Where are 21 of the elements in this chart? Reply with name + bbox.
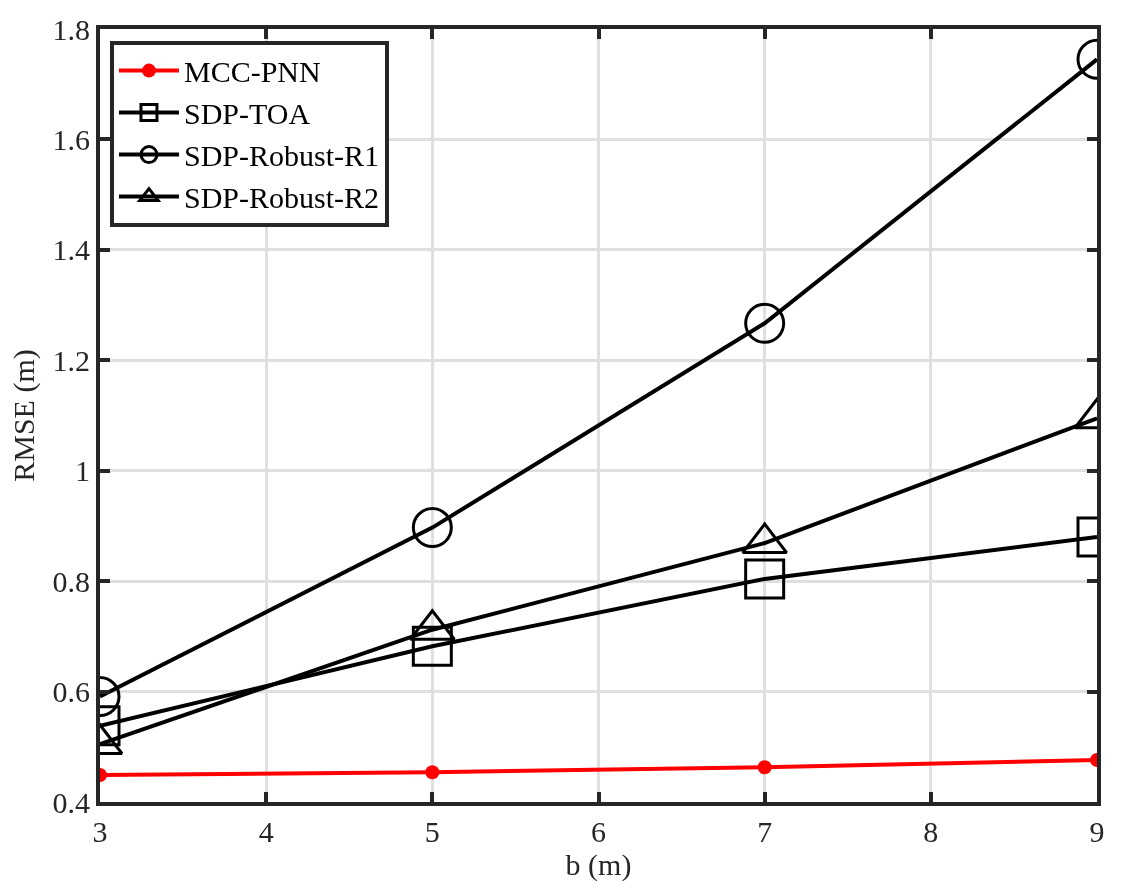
y-tick-label: 1.6 [52,122,90,156]
y-tick-label: 1.4 [52,233,90,267]
y-tick-label: 0.6 [52,675,90,709]
y-axis-title: RMSE (m) [7,349,41,482]
y-tick-label: 0.8 [52,564,90,598]
x-tick-label: 3 [92,815,108,848]
legend-label: SDP-Robust-R2 [183,181,380,215]
x-tick-label: 9 [1089,815,1105,848]
legend-label: SDP-Robust-R1 [183,139,380,173]
x-tick-label: 4 [258,815,274,848]
y-tick-label: 0.4 [52,785,90,819]
x-tick-label: 7 [757,815,773,848]
x-tick-label: 6 [591,815,606,848]
y-tick-label: 1.8 [52,12,90,46]
y-tick-label: 1.2 [52,343,90,377]
x-axis-title: b (m) [565,848,632,882]
y-tick-label: 1 [75,454,90,488]
legend-label: SDP-TOA [183,97,311,131]
legend-label: MCC-PNN [183,55,321,89]
x-tick-label: 5 [424,815,440,848]
x-tick-label: 8 [923,815,939,848]
